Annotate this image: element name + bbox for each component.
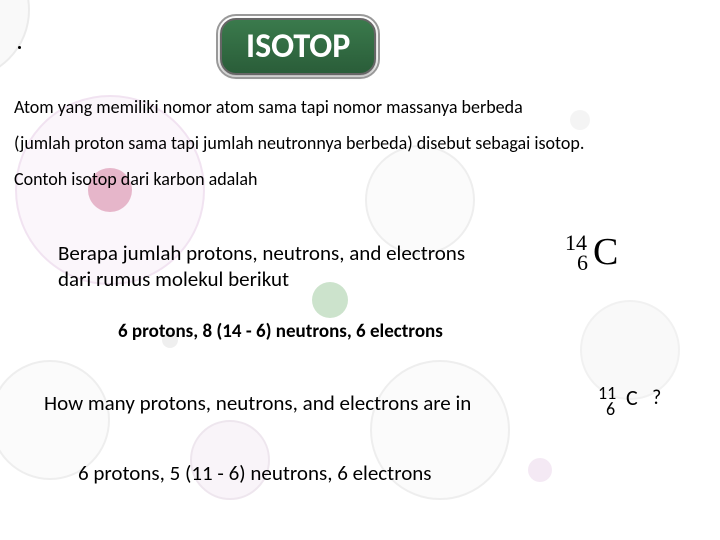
slide-title: ISOTOP: [220, 18, 376, 75]
element-symbol-2: C: [626, 384, 638, 411]
paragraph-2: (jumlah proton sama tapi jumlah neutronn…: [14, 132, 584, 155]
title-badge: ISOTOP: [220, 18, 376, 75]
slide-content: ISOTOP Atom yang memiliki nomor atom sam…: [0, 0, 720, 540]
element-symbol-1: C: [593, 230, 618, 274]
answer-1: 6 protons, 8 (14 - 6) neutrons, 6 electr…: [118, 320, 443, 343]
atomic-number-1: 6: [577, 250, 588, 276]
bullet-dot: [18, 46, 21, 49]
atomic-number-2: 6: [606, 398, 615, 420]
paragraph-3: Contoh isotop dari karbon adalah: [14, 168, 258, 191]
question-1-line-2: dari rumus molekul berikut: [58, 266, 289, 292]
paragraph-1: Atom yang memiliki nomor atom sama tapi …: [14, 96, 523, 119]
question-1-line-1: Berapa jumlah protons, neutrons, and ele…: [58, 240, 465, 266]
question-2: How many protons, neutrons, and electron…: [44, 390, 471, 416]
question-mark-2: ?: [652, 386, 661, 410]
isotope-notation-1: 14 6 C: [565, 230, 655, 290]
answer-2: 6 protons, 5 (11 - 6) neutrons, 6 electr…: [78, 460, 432, 486]
isotope-notation-2: 11 6 C ?: [598, 382, 688, 422]
